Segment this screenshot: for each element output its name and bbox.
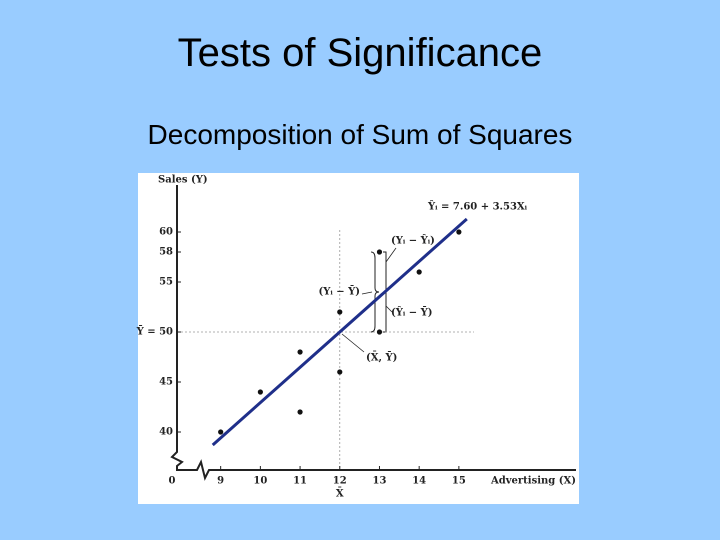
y-axis-label: Sales (Y) [158, 175, 208, 186]
annotation: (Yᵢ − Ŷᵢ) [391, 235, 435, 247]
pointer [361, 291, 373, 295]
y-tick-label: 45 [159, 377, 173, 388]
y-tick-label: 40 [159, 427, 173, 438]
y-tick-label: 60 [159, 227, 173, 238]
x-tick-label: 11 [293, 476, 307, 487]
pointer [385, 305, 393, 313]
point [456, 229, 462, 235]
x-tick-label: 15 [452, 476, 466, 487]
axes [170, 185, 576, 481]
annotation: (X̄, Ȳ) [366, 352, 397, 364]
y-tick-label: 55 [159, 277, 173, 288]
x-axis-label: Advertising (X) [490, 476, 576, 487]
y-tick-label: Ȳ = 50 [136, 326, 173, 338]
point [257, 389, 263, 395]
point [337, 309, 343, 315]
bracket [370, 251, 380, 333]
x-tick-label: 12 [333, 476, 347, 487]
point [416, 269, 422, 275]
fit-line [211, 217, 468, 447]
fit-label: Ŷᵢ = 7.60 + 3.53Xᵢ [427, 201, 528, 213]
x-tick-label: 13 [373, 476, 387, 487]
x-tick-label: 14 [412, 476, 426, 487]
point [218, 429, 224, 435]
slide-title: Tests of Significance [178, 31, 543, 75]
point [297, 409, 303, 415]
y-tick-label: 58 [159, 247, 173, 258]
x-mean-label: X̄ [336, 488, 344, 500]
point [297, 349, 303, 355]
annotation: (Yᵢ − Ȳ) [319, 286, 360, 298]
point [337, 369, 343, 375]
slide-subtitle: Decomposition of Sum of Squares [148, 119, 573, 150]
chart-panel [138, 173, 579, 504]
x-tick-label: 10 [253, 476, 267, 487]
origin-label: 0 [169, 476, 176, 487]
point [376, 249, 383, 255]
x-tick-label: 9 [217, 476, 224, 487]
pointer [385, 247, 397, 263]
point [376, 329, 383, 335]
annotation: (Ŷᵢ − Ȳ) [391, 307, 432, 319]
pointer [341, 333, 365, 353]
